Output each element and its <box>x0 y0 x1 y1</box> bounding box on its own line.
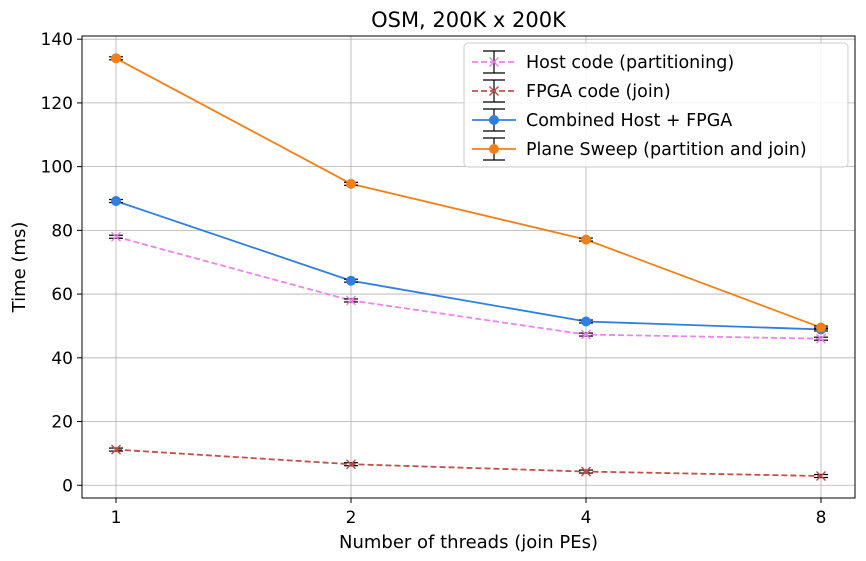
y-axis-title: Time (ms) <box>9 222 30 314</box>
series-line <box>115 448 822 477</box>
legend-label: FPGA code (join) <box>526 82 671 102</box>
data-point-stroke <box>110 231 122 242</box>
y-tick-label: 20 <box>51 413 73 433</box>
data-point <box>581 316 591 327</box>
y-tick-label: 0 <box>62 476 73 496</box>
data-point <box>580 466 592 477</box>
data-point <box>580 329 592 340</box>
data-point <box>346 178 356 189</box>
data-point-stroke <box>580 466 592 477</box>
series-0 <box>109 231 828 344</box>
data-point-stroke <box>815 470 827 482</box>
data-point-stroke <box>815 333 827 344</box>
data-point <box>345 459 357 470</box>
legend-item: FPGA code (join) <box>472 79 671 103</box>
legend-label: Host code (partitioning) <box>526 53 734 73</box>
data-point <box>346 275 356 286</box>
ticks: 0 20 40 60 80 100 120 140 1 2 4 8 <box>41 30 827 528</box>
series-line <box>115 57 822 329</box>
y-tick-label: 100 <box>41 158 73 178</box>
chart-title: OSM, 200K x 200K <box>371 8 567 32</box>
series-2 <box>109 196 828 335</box>
legend-box <box>463 42 849 168</box>
plot-frame <box>81 35 856 499</box>
legend-label: Combined Host + FPGA <box>526 111 732 131</box>
data-point <box>110 231 122 242</box>
legend-marker-stroke <box>488 56 500 68</box>
data-point <box>581 234 591 245</box>
legend-marker <box>488 85 500 97</box>
x-tick-label: 1 <box>111 508 122 528</box>
legend-item: Plane Sweep (partition and join) <box>472 137 807 161</box>
legend-item: Combined Host + FPGA <box>472 108 732 132</box>
legend-marker <box>489 115 499 125</box>
y-tick-label: 140 <box>41 30 73 50</box>
series-line <box>115 235 822 340</box>
series-layer <box>109 53 828 482</box>
data-point-stroke <box>580 329 592 340</box>
legend: Host code (partitioning) FPGA code (join)… <box>463 42 849 168</box>
legend-item: Host code (partitioning) <box>472 50 734 74</box>
data-point <box>815 470 827 482</box>
data-point <box>111 196 121 207</box>
x-tick-label: 8 <box>816 508 827 528</box>
data-point <box>110 444 122 455</box>
data-point <box>345 295 357 306</box>
series-line <box>115 200 822 331</box>
legend-marker <box>488 56 500 68</box>
series-1 <box>109 444 828 482</box>
y-tick-label: 120 <box>41 94 73 114</box>
y-tick-label: 80 <box>51 221 73 241</box>
legend-marker <box>489 144 499 154</box>
x-tick-label: 2 <box>346 508 357 528</box>
x-axis-title: Number of threads (join PEs) <box>339 532 598 553</box>
y-tick-label: 60 <box>51 285 73 305</box>
data-point <box>111 53 121 64</box>
y-tick-label: 40 <box>51 349 73 369</box>
legend-marker-stroke <box>488 85 500 97</box>
data-point <box>815 333 827 344</box>
series-3 <box>109 53 828 333</box>
data-point-stroke <box>345 295 357 306</box>
legend-label: Plane Sweep (partition and join) <box>526 140 807 160</box>
x-tick-label: 4 <box>581 508 592 528</box>
data-point-stroke <box>110 444 122 455</box>
data-point-stroke <box>345 459 357 470</box>
data-point <box>816 322 826 333</box>
